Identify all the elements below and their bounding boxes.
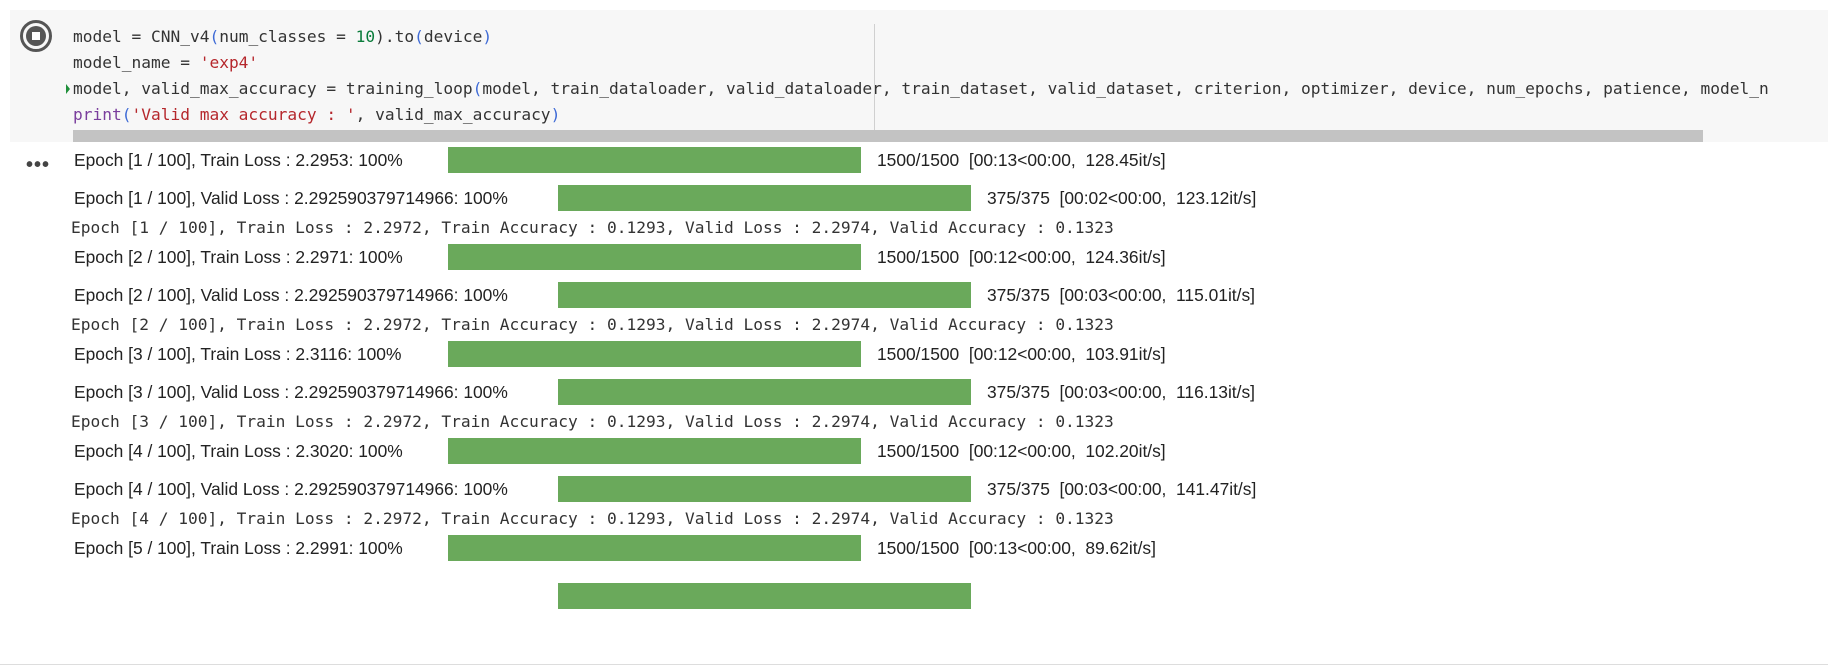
valid-progress-stats: 375/375 [00:02<00:00, 123.12it/s] <box>987 188 1257 208</box>
valid-progress-label: Epoch [2 / 100], Valid Loss : 2.29259037… <box>74 285 508 305</box>
stop-icon <box>26 26 46 46</box>
valid-progress-bar <box>558 185 971 211</box>
valid-progress-label: Epoch [3 / 100], Valid Loss : 2.29259037… <box>74 382 508 402</box>
code-token: model_name = <box>73 53 200 72</box>
code-token: num_classes = <box>219 27 356 46</box>
valid-progress-label: Epoch [4 / 100], Valid Loss : 2.29259037… <box>74 479 508 499</box>
code-token: ).to <box>375 27 415 46</box>
train-progress-stats: 1500/1500 [00:12<00:00, 102.20it/s] <box>877 441 1166 461</box>
train-progress-stats: 1500/1500 [00:12<00:00, 103.91it/s] <box>877 344 1166 364</box>
epoch-summary-text: Epoch [4 / 100], Train Loss : 2.2972, Tr… <box>71 509 1114 528</box>
code-token: ) <box>550 105 561 124</box>
code-token: 10 <box>355 27 376 46</box>
code-line: model, valid_max_accuracy = training_loo… <box>73 76 1769 102</box>
train-progress-bar <box>448 535 861 561</box>
valid-progress-bar <box>558 379 971 405</box>
horizontal-scrollbar[interactable] <box>73 130 1703 142</box>
code-line: print('Valid max accuracy : ', valid_max… <box>73 102 1769 128</box>
code-token: ( <box>121 105 132 124</box>
valid-progress-bar <box>558 583 971 609</box>
code-token: model, train_dataloader, valid_dataloade… <box>482 79 1769 98</box>
code-token: ( <box>414 27 424 46</box>
train-progress-stats: 1500/1500 [00:13<00:00, 89.62it/s] <box>877 538 1156 558</box>
epoch-summary-text: Epoch [1 / 100], Train Loss : 2.2972, Tr… <box>71 218 1114 237</box>
valid-progress-stats: 375/375 [00:03<00:00, 115.01it/s] <box>987 285 1256 305</box>
epoch-summary-text: Epoch [2 / 100], Train Loss : 2.2972, Tr… <box>71 315 1114 334</box>
code-token: device <box>423 27 483 46</box>
text-cursor <box>874 24 875 142</box>
code-editor[interactable]: model = CNN_v4(num_classes = 10).to(devi… <box>73 24 1769 128</box>
valid-progress-stats: 375/375 [00:03<00:00, 116.13it/s] <box>987 382 1256 402</box>
train-progress-bar <box>448 147 861 173</box>
stop-run-button[interactable] <box>20 20 52 52</box>
valid-progress-stats: 375/375 [00:03<00:00, 141.47it/s] <box>987 479 1257 499</box>
code-token: 'exp4' <box>199 53 259 72</box>
code-line: model = CNN_v4(num_classes = 10).to(devi… <box>73 24 1769 50</box>
valid-progress-bar <box>558 476 971 502</box>
code-token: model, valid_max_accuracy = training_loo… <box>73 79 473 98</box>
code-token: ) <box>482 27 493 46</box>
valid-progress-label: Epoch [1 / 100], Valid Loss : 2.29259037… <box>74 188 508 208</box>
execution-caret-icon <box>66 84 70 94</box>
train-progress-label: Epoch [3 / 100], Train Loss : 2.3116: 10… <box>74 344 402 364</box>
train-progress-bar <box>448 244 861 270</box>
divider <box>0 664 1828 665</box>
code-cell[interactable] <box>10 10 1828 142</box>
train-progress-stats: 1500/1500 [00:12<00:00, 124.36it/s] <box>877 247 1166 267</box>
train-progress-stats: 1500/1500 [00:13<00:00, 128.45it/s] <box>877 150 1166 170</box>
train-progress-label: Epoch [1 / 100], Train Loss : 2.2953: 10… <box>74 150 403 170</box>
train-progress-label: Epoch [5 / 100], Train Loss : 2.2991: 10… <box>74 538 403 558</box>
code-token: 'Valid max accuracy : ' <box>131 105 356 124</box>
epoch-summary-text: Epoch [3 / 100], Train Loss : 2.2972, Tr… <box>71 412 1114 431</box>
code-line: model_name = 'exp4' <box>73 50 1769 76</box>
train-progress-bar <box>448 341 861 367</box>
code-token: print <box>73 105 122 124</box>
code-token: ( <box>472 79 483 98</box>
train-progress-label: Epoch [2 / 100], Train Loss : 2.2971: 10… <box>74 247 403 267</box>
code-token: ( <box>209 27 220 46</box>
output-menu-icon[interactable]: ••• <box>26 154 51 176</box>
code-token: , valid_max_accuracy <box>355 105 551 124</box>
code-token: model = CNN_v4 <box>73 27 210 46</box>
train-progress-label: Epoch [4 / 100], Train Loss : 2.3020: 10… <box>74 441 403 461</box>
train-progress-bar <box>448 438 861 464</box>
valid-progress-bar <box>558 282 971 308</box>
